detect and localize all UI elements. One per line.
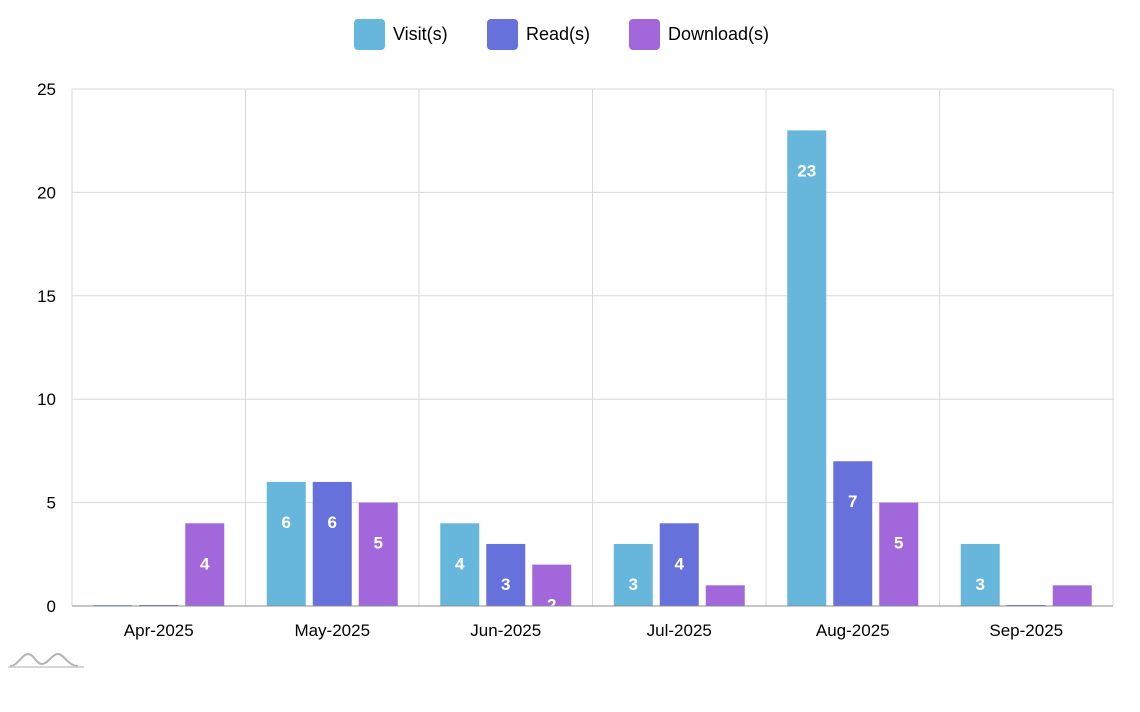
y-tick-label: 20 (37, 183, 56, 202)
legend-item[interactable]: Read(s) (487, 19, 590, 50)
bar-data-label: 23 (797, 161, 816, 180)
x-tick-label: Sep-2025 (989, 621, 1063, 640)
legend-swatch (629, 19, 660, 50)
bar-data-label: 4 (455, 554, 465, 573)
bar-data-label: 6 (328, 513, 337, 532)
bar[interactable] (613, 543, 653, 606)
x-tick-label: Apr-2025 (124, 621, 194, 640)
x-tick-label: Jun-2025 (470, 621, 541, 640)
y-tick-label: 10 (37, 390, 56, 409)
bar[interactable] (532, 564, 572, 606)
bar[interactable] (833, 461, 873, 606)
bar-data-label: 3 (501, 575, 510, 594)
bar[interactable] (960, 543, 1000, 606)
bar-data-label: 4 (675, 554, 685, 573)
bar-data-label: 1 (1068, 616, 1077, 635)
bar[interactable] (787, 130, 827, 607)
amcharts-logo-icon (8, 652, 84, 668)
bar-data-label: 7 (848, 492, 857, 511)
legend-swatch (487, 19, 518, 50)
bar[interactable] (879, 502, 919, 606)
bar-data-label: 1 (721, 616, 730, 635)
x-tick-label: Aug-2025 (816, 621, 890, 640)
y-tick-label: 0 (47, 597, 56, 616)
grid (71, 88, 1114, 607)
legend: Visit(s) Read(s) Download(s) (354, 19, 769, 50)
bar[interactable] (1052, 585, 1092, 606)
legend-swatch (354, 19, 385, 50)
legend-label: Read(s) (526, 24, 590, 44)
x-tick-label: Jul-2025 (647, 621, 712, 640)
bar-data-label: 3 (976, 575, 985, 594)
y-tick-label: 25 (37, 80, 56, 99)
bar-data-label: 5 (374, 534, 383, 553)
bar[interactable] (486, 543, 526, 606)
legend-label: Visit(s) (393, 24, 448, 44)
bar[interactable] (440, 523, 480, 606)
bar[interactable] (358, 502, 398, 606)
bar[interactable] (185, 523, 225, 606)
y-tick-label: 15 (37, 287, 56, 306)
bar[interactable] (705, 585, 745, 606)
bar[interactable] (266, 481, 306, 606)
bar-data-label: 5 (894, 534, 903, 553)
legend-item[interactable]: Download(s) (629, 19, 769, 50)
bar[interactable] (312, 481, 352, 606)
bar-data-label: 3 (629, 575, 638, 594)
x-tick-label: May-2025 (294, 621, 370, 640)
x-axis: Apr-2025 May-2025 Jun-2025 Jul-2025 Aug-2025… (72, 605, 1113, 640)
bar-data-label: 4 (200, 554, 210, 573)
legend-label: Download(s) (668, 24, 769, 44)
bar[interactable] (659, 523, 699, 606)
bar-data-label: 6 (282, 513, 291, 532)
y-tick-label: 5 (47, 494, 56, 513)
legend-item[interactable]: Visit(s) (354, 19, 448, 50)
bar-data-label: 2 (547, 596, 556, 615)
y-axis: 0 5 10 15 20 25 (37, 80, 56, 616)
